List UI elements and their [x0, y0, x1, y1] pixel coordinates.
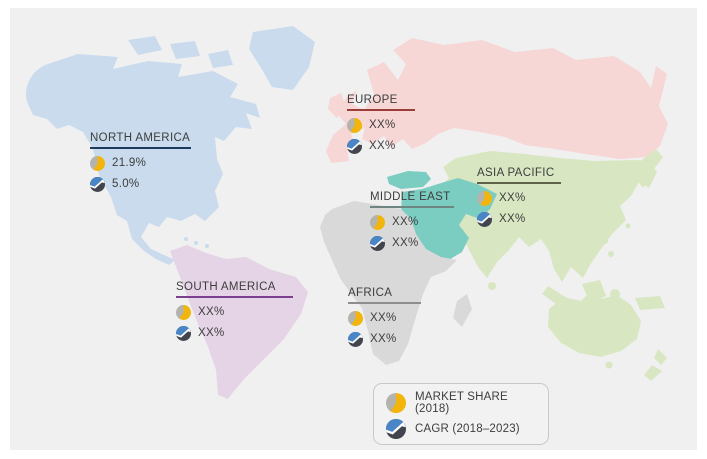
- cagr-row: XX%: [347, 138, 415, 154]
- region-label-south-america: SOUTH AMERICA XX% XX%: [176, 281, 293, 341]
- cagr-value: XX%: [370, 333, 397, 345]
- cagr-value: XX%: [392, 237, 419, 249]
- market-share-icon: [370, 214, 385, 230]
- market-share-value: XX%: [198, 306, 225, 318]
- market-share-icon: [477, 190, 492, 206]
- cagr-icon: [347, 139, 362, 154]
- market-share-value: XX%: [392, 216, 419, 228]
- legend-cagr-label: CAGR (2018–2023): [415, 423, 520, 435]
- cagr-value: XX%: [369, 140, 396, 152]
- cagr-row: XX%: [348, 331, 421, 347]
- cagr-icon: [386, 419, 406, 439]
- cagr-value: XX%: [499, 213, 526, 225]
- market-share-value: XX%: [369, 119, 396, 131]
- cagr-icon: [90, 177, 105, 192]
- region-label-north-america: NORTH AMERICA 21.9% 5.0%: [90, 132, 191, 192]
- market-share-value: 21.9%: [112, 157, 147, 169]
- region-title: AFRICA: [348, 287, 421, 304]
- market-share-value: XX%: [499, 192, 526, 204]
- market-share-value: XX%: [370, 312, 397, 324]
- market-share-row: XX%: [477, 190, 561, 206]
- world-map: [26, 26, 668, 399]
- cagr-row: XX%: [370, 235, 454, 251]
- market-share-row: XX%: [370, 214, 454, 230]
- region-label-europe: EUROPE XX% XX%: [347, 94, 415, 154]
- cagr-row: XX%: [477, 211, 561, 227]
- cagr-row: 5.0%: [90, 176, 191, 192]
- legend-market-share-label: MARKET SHARE (2018): [415, 391, 508, 415]
- market-share-row: XX%: [176, 304, 293, 320]
- region-label-africa: AFRICA XX% XX%: [348, 287, 421, 347]
- cagr-icon: [477, 212, 492, 227]
- map-region-south-america: [170, 245, 308, 399]
- market-share-row: 21.9%: [90, 155, 191, 171]
- market-share-row: XX%: [347, 117, 415, 133]
- map-region-africa: [320, 201, 472, 365]
- region-title: NORTH AMERICA: [90, 132, 191, 149]
- cagr-icon: [348, 332, 363, 347]
- market-share-icon: [90, 155, 105, 171]
- region-title: EUROPE: [347, 94, 415, 111]
- cagr-icon: [370, 236, 385, 251]
- market-share-icon: [348, 310, 363, 326]
- cagr-icon: [176, 326, 191, 341]
- region-label-asia-pacific: ASIA PACIFIC XX% XX%: [477, 167, 561, 227]
- map-region-middle-east: [387, 171, 497, 261]
- market-share-icon: [176, 304, 191, 320]
- region-label-middle-east: MIDDLE EAST XX% XX%: [370, 191, 454, 251]
- map-region-north-america: [26, 26, 315, 265]
- map-region-europe: [326, 38, 668, 163]
- legend-cagr: CAGR (2018–2023): [386, 418, 536, 440]
- market-share-row: XX%: [348, 310, 421, 326]
- cagr-row: XX%: [176, 325, 293, 341]
- legend: MARKET SHARE (2018) CAGR (2018–2023): [373, 383, 549, 445]
- cagr-value: XX%: [198, 327, 225, 339]
- region-title: SOUTH AMERICA: [176, 281, 293, 298]
- legend-market-share: MARKET SHARE (2018): [386, 391, 536, 415]
- cagr-value: 5.0%: [112, 178, 140, 190]
- world-map-panel: NORTH AMERICA 21.9% 5.0% EUROPE XX%: [10, 8, 697, 450]
- market-share-icon: [386, 393, 406, 413]
- region-title: MIDDLE EAST: [370, 191, 454, 208]
- market-share-icon: [347, 117, 362, 133]
- region-title: ASIA PACIFIC: [477, 167, 561, 184]
